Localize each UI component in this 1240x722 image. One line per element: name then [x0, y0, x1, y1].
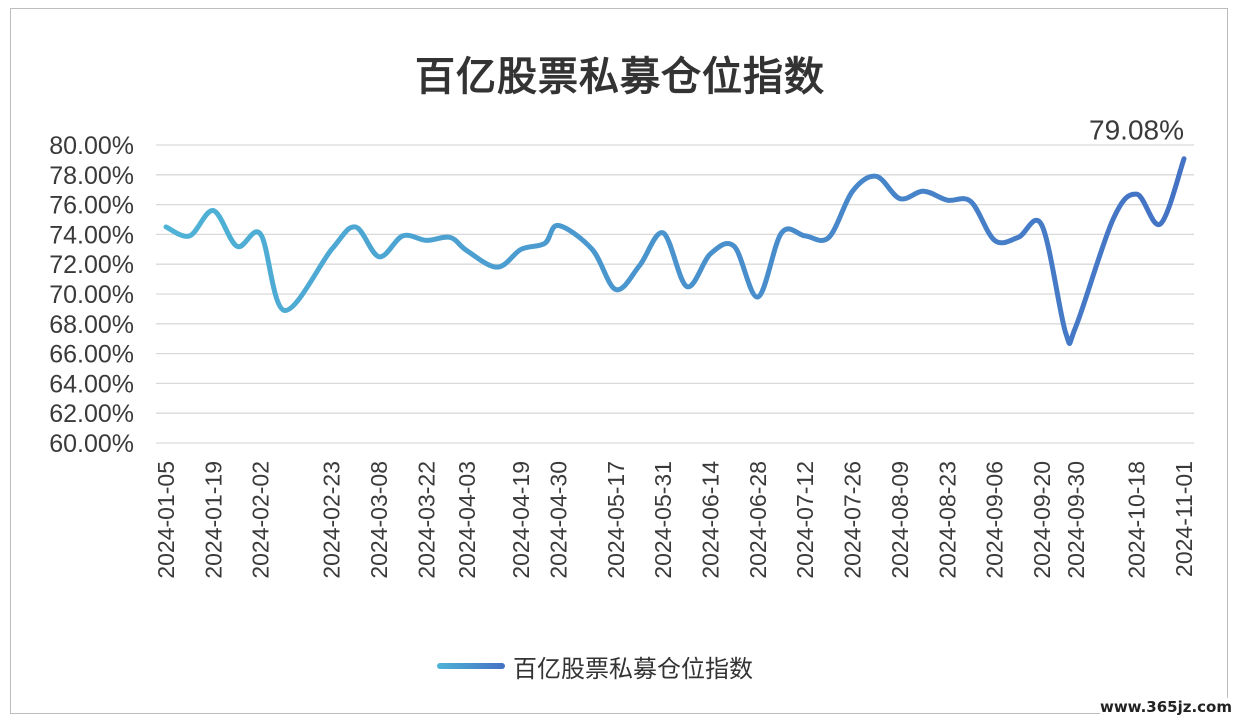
- data-point: [211, 208, 216, 213]
- data-label-layer: 79.08%: [1089, 115, 1184, 146]
- y-axis: 60.00%62.00%64.00%66.00%68.00%70.00%72.0…: [49, 132, 134, 458]
- x-tick-label: 2024-05-17: [603, 461, 629, 579]
- y-tick-label: 80.00%: [49, 132, 134, 160]
- data-point: [542, 241, 547, 246]
- data-point: [1182, 156, 1187, 161]
- data-point: [465, 248, 470, 253]
- data-point: [519, 247, 524, 252]
- data-point: [661, 230, 666, 235]
- data-point: [779, 230, 784, 235]
- data-point: [708, 251, 713, 256]
- x-tick-label: 2024-03-08: [366, 461, 392, 579]
- x-tick-label: 2024-01-05: [153, 461, 179, 579]
- x-tick-label: 2024-07-26: [840, 461, 866, 579]
- data-point: [732, 244, 737, 249]
- x-tick-label: 2024-04-03: [454, 461, 480, 579]
- watermark: www.365jz.com: [1099, 698, 1232, 716]
- data-point: [1158, 221, 1163, 226]
- y-tick-label: 60.00%: [49, 430, 134, 458]
- x-tick-label: 2024-01-19: [200, 461, 226, 579]
- y-tick-label: 62.00%: [49, 400, 134, 428]
- data-point: [258, 232, 263, 237]
- legend-label: 百亿股票私募仓位指数: [513, 654, 753, 683]
- x-tick-label: 2024-10-18: [1124, 461, 1150, 579]
- y-tick-label: 74.00%: [49, 221, 134, 249]
- data-point: [945, 198, 950, 203]
- data-point: [803, 233, 808, 238]
- y-tick-label: 70.00%: [49, 281, 134, 309]
- data-point: [590, 247, 595, 252]
- y-tick-label: 64.00%: [49, 370, 134, 398]
- x-axis: 2024-01-05 2024-01-19 2024-02-02 2024-02-23…: [153, 461, 1197, 579]
- data-point: [637, 263, 642, 268]
- x-tick-label: 2024-09-30: [1063, 461, 1089, 579]
- legend-swatch: [437, 663, 505, 669]
- data-point: [164, 224, 169, 229]
- data-point: [921, 189, 926, 194]
- data-point: [400, 233, 405, 238]
- x-tick-label: 2024-09-06: [982, 461, 1008, 579]
- data-point: [897, 196, 902, 201]
- data-point: [495, 265, 500, 270]
- data-point: [968, 199, 973, 204]
- y-tick-label: 72.00%: [49, 251, 134, 279]
- data-point: [684, 284, 689, 289]
- data-point: [613, 287, 618, 292]
- data-point: [1039, 223, 1044, 228]
- x-tick-label: 2024-02-02: [248, 461, 274, 579]
- data-point: [448, 235, 453, 240]
- x-tick-label: 2024-08-09: [887, 461, 913, 579]
- x-tick-label: 2024-08-23: [934, 461, 960, 579]
- y-tick-label: 76.00%: [49, 192, 134, 220]
- data-point: [850, 189, 855, 194]
- data-point: [556, 223, 561, 228]
- data-point: [1110, 217, 1115, 222]
- data-point: [1016, 235, 1021, 240]
- data-point: [1134, 192, 1139, 197]
- data-point: [992, 238, 997, 243]
- chart-frame: [10, 8, 1228, 714]
- data-point: [235, 244, 240, 249]
- y-tick-label: 66.00%: [49, 341, 134, 369]
- chart-title: 百亿股票私募仓位指数: [415, 54, 825, 100]
- data-point: [1063, 330, 1068, 335]
- x-tick-label: 2024-02-23: [319, 461, 345, 579]
- x-tick-label: 2024-11-01: [1171, 461, 1197, 577]
- data-point: [377, 254, 382, 259]
- series-layer: [163, 156, 1187, 346]
- data-label-last: 79.08%: [1089, 115, 1184, 146]
- series-line-0: [163, 156, 1187, 346]
- x-tick-label: 2024-06-14: [698, 461, 724, 579]
- data-point: [282, 308, 287, 313]
- data-point: [755, 294, 760, 299]
- legend[interactable]: 百亿股票私募仓位指数: [437, 651, 753, 683]
- y-tick-label: 78.00%: [49, 162, 134, 190]
- x-tick-label: 2024-06-28: [745, 461, 771, 579]
- x-tick-label: 2024-04-19: [508, 461, 534, 579]
- data-point: [1073, 324, 1078, 329]
- data-point: [329, 247, 334, 252]
- data-point: [826, 235, 831, 240]
- data-point: [187, 233, 192, 238]
- x-tick-label: 2024-04-30: [545, 461, 571, 579]
- x-tick-label: 2024-05-31: [650, 461, 676, 579]
- x-tick-label: 2024-07-12: [792, 461, 818, 579]
- data-point: [353, 224, 358, 229]
- gridlines: [156, 144, 1194, 444]
- data-point: [874, 174, 879, 179]
- data-point: [424, 238, 429, 243]
- x-tick-label: 2024-09-20: [1029, 461, 1055, 579]
- y-tick-label: 68.00%: [49, 311, 134, 339]
- x-tick-label: 2024-03-22: [413, 461, 439, 579]
